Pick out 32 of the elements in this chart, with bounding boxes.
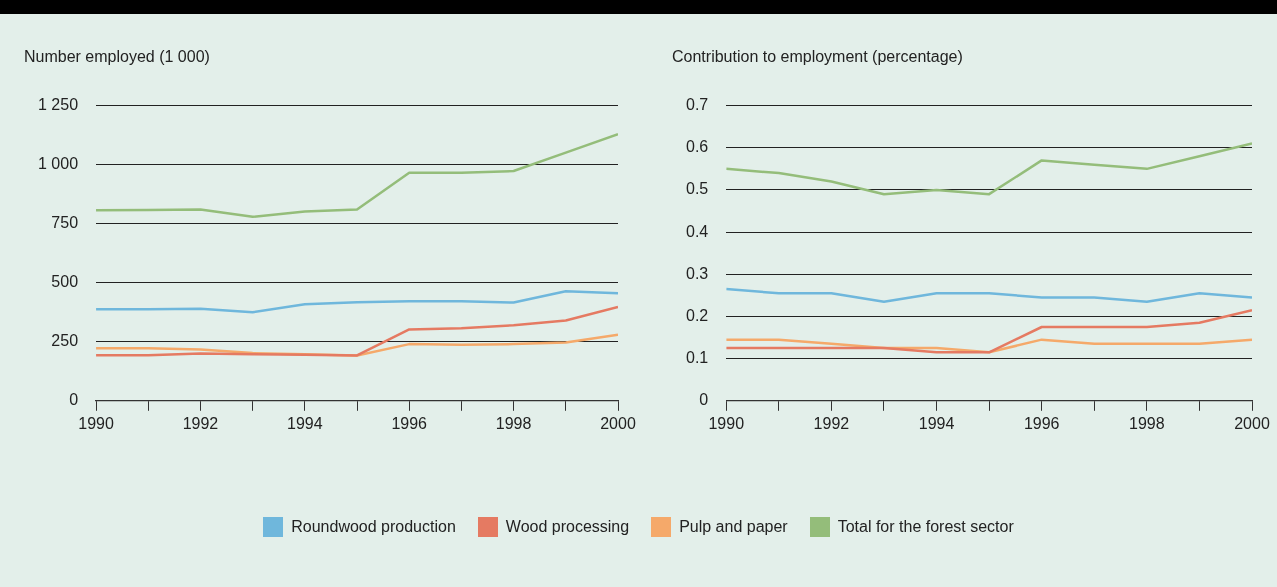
x-tick-label: 1990 <box>78 414 114 432</box>
x-tick-label: 1994 <box>287 414 323 432</box>
legend-label: Total for the forest sector <box>837 518 1014 536</box>
x-tick-label: 1992 <box>182 414 219 432</box>
legend-label: Roundwood production <box>291 518 456 536</box>
y-tick-label: 750 <box>51 214 79 232</box>
legend-label: Pulp and paper <box>679 518 788 536</box>
y-tick-label: 0 <box>699 391 709 409</box>
y-tick-label: 0.5 <box>685 180 709 198</box>
y-tick-label: 500 <box>51 273 79 291</box>
x-tick-label: 1994 <box>918 414 955 432</box>
y-tick-label: 0.3 <box>685 264 709 282</box>
y-tick-label: 0 <box>69 391 79 409</box>
y-tick-label: 0.7 <box>685 96 709 114</box>
y-tick-label: 0.2 <box>685 306 709 324</box>
y-tick-label: 1 000 <box>37 155 79 173</box>
x-tick-label: 1992 <box>813 414 850 432</box>
x-tick-label: 1996 <box>391 414 428 432</box>
x-tick-label: 1998 <box>1129 414 1165 432</box>
x-tick-label: 1998 <box>495 414 532 432</box>
legend-label: Wood processing <box>505 518 630 536</box>
y-tick-label: 0.4 <box>685 222 709 240</box>
x-tick-label: 1990 <box>708 414 745 432</box>
y-tick-label: 0.1 <box>685 349 709 367</box>
y-tick-label: 1 250 <box>37 96 79 114</box>
x-tick-label: 1996 <box>1023 414 1060 432</box>
x-tick-label: 2000 <box>1234 414 1270 432</box>
x-tick-label: 2000 <box>600 414 636 432</box>
y-tick-label: 250 <box>51 332 79 350</box>
y-axis-title: Contribution to employment (percentage) <box>672 48 964 67</box>
y-tick-label: 0.6 <box>685 138 709 156</box>
y-axis-title: Number employed (1 000) <box>24 48 211 67</box>
